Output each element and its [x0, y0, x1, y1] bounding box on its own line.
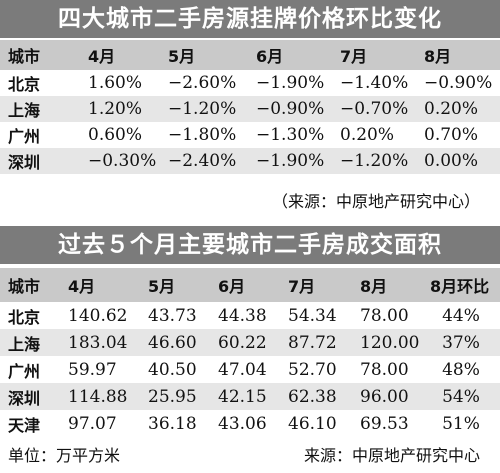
table-cell: 0.70% — [424, 125, 479, 145]
header-may: 5月 — [168, 47, 196, 66]
city-cell: 广州 — [8, 361, 41, 381]
table-cell: 54% — [442, 386, 480, 407]
table-cell: 0.20% — [340, 125, 395, 145]
header-aug: 8月 — [424, 47, 452, 66]
table-cell: 46.10 — [288, 413, 337, 434]
table-row: 北京 140.62 43.73 44.38 54.34 78.00 44% — [0, 302, 500, 329]
table-row: 上海 1.20% −1.20% −0.90% −0.70% 0.20% — [0, 96, 500, 122]
table-cell: 114.88 — [68, 386, 128, 407]
table-cell: −0.90% — [424, 73, 493, 93]
table-cell: −2.40% — [168, 151, 237, 171]
table-row: 广州 0.60% −1.80% −1.30% 0.20% 0.70% — [0, 122, 500, 148]
table-row: 深圳 114.88 25.95 42.15 62.38 96.00 54% — [0, 383, 500, 410]
table-cell: 1.20% — [88, 99, 143, 119]
table-cell: 140.62 — [68, 305, 128, 326]
table-cell: 25.95 — [148, 386, 197, 407]
table-cell: 54.34 — [288, 305, 337, 326]
table-cell: 120.00 — [360, 332, 420, 353]
city-cell: 天津 — [8, 415, 41, 435]
table2: 城市 4月 5月 6月 7月 8月 8月环比 北京 140.62 43.73 4… — [0, 268, 500, 437]
table-cell: 78.00 — [360, 305, 409, 326]
table-cell: 52.70 — [288, 359, 337, 380]
table-cell: −0.90% — [256, 99, 325, 119]
table-cell: 62.38 — [288, 386, 337, 407]
table-cell: −1.90% — [256, 73, 325, 93]
table-cell: 87.72 — [288, 332, 337, 353]
table-cell: −1.80% — [168, 125, 237, 145]
table-cell: 46.60 — [148, 332, 197, 353]
table-cell: 44.38 — [218, 305, 267, 326]
table-cell: 183.04 — [68, 332, 128, 353]
table1-header-row: 城市 4月 5月 6月 7月 8月 — [0, 40, 500, 70]
header-jul: 7月 — [340, 47, 368, 66]
city-cell: 深圳 — [8, 153, 41, 172]
table-cell: 96.00 — [360, 386, 409, 407]
table-cell: 37% — [442, 332, 480, 353]
table-cell: 43.06 — [218, 413, 267, 434]
table-cell: 44% — [442, 305, 480, 326]
header-may: 5月 — [148, 277, 176, 296]
table-cell: 43.73 — [148, 305, 197, 326]
header-jun: 6月 — [256, 47, 284, 66]
city-cell: 北京 — [8, 75, 41, 94]
table-cell: 36.18 — [148, 413, 197, 434]
table-cell: 1.60% — [88, 73, 143, 93]
header-jun: 6月 — [218, 277, 246, 296]
table-cell: −1.20% — [168, 99, 237, 119]
table-row: 北京 1.60% −2.60% −1.90% −1.40% −0.90% — [0, 70, 500, 96]
city-cell: 上海 — [8, 101, 41, 120]
table1-source: （来源：中原地产研究中心） — [271, 192, 480, 211]
city-cell: 广州 — [8, 127, 41, 146]
table-cell: −0.30% — [88, 151, 157, 171]
table-cell: −1.20% — [340, 151, 409, 171]
header-city: 城市 — [8, 47, 41, 66]
table-row: 天津 97.07 36.18 43.06 46.10 69.53 51% — [0, 410, 500, 437]
table-row: 上海 183.04 46.60 60.22 87.72 120.00 37% — [0, 329, 500, 356]
header-apr: 4月 — [68, 277, 96, 296]
table-cell: 59.97 — [68, 359, 117, 380]
table-cell: 69.53 — [360, 413, 409, 434]
table-row: 广州 59.97 40.50 47.04 52.70 78.00 48% — [0, 356, 500, 383]
table-cell: 47.04 — [218, 359, 267, 380]
table-cell: 51% — [442, 413, 480, 434]
table-cell: 0.20% — [424, 99, 479, 119]
table2-source: 来源：中原地产研究中心 — [303, 446, 480, 465]
header-aug: 8月 — [360, 277, 388, 296]
header-apr: 4月 — [88, 47, 116, 66]
table2-unit: 单位：万平方米 — [8, 446, 121, 465]
table1: 城市 4月 5月 6月 7月 8月 北京 1.60% −2.60% −1.90%… — [0, 40, 500, 174]
table-row: 深圳 −0.30% −2.40% −1.90% −1.20% 0.00% — [0, 148, 500, 174]
table-cell: 60.22 — [218, 332, 267, 353]
table-cell: 97.07 — [68, 413, 117, 434]
table-cell: 42.15 — [218, 386, 267, 407]
city-cell: 深圳 — [8, 388, 41, 408]
table-cell: 40.50 — [148, 359, 197, 380]
header-jul: 7月 — [288, 277, 316, 296]
city-cell: 北京 — [8, 307, 41, 327]
table-cell: −1.40% — [340, 73, 409, 93]
header-city: 城市 — [8, 277, 41, 296]
table-cell: −2.60% — [168, 73, 237, 93]
header-aug-mom: 8月环比 — [430, 277, 490, 296]
table1-title: 四大城市二手房源挂牌价格环比变化 — [0, 0, 500, 38]
table-cell: 78.00 — [360, 359, 409, 380]
table-cell: −1.90% — [256, 151, 325, 171]
table-cell: 0.00% — [424, 151, 479, 171]
table-cell: 0.60% — [88, 125, 143, 145]
table2-title: 过去５个月主要城市二手房成交面积 — [0, 226, 500, 264]
table2-header-row: 城市 4月 5月 6月 7月 8月 8月环比 — [0, 268, 500, 302]
city-cell: 上海 — [8, 334, 41, 354]
table-cell: 48% — [442, 359, 480, 380]
table-cell: −1.30% — [256, 125, 325, 145]
table-cell: −0.70% — [340, 99, 409, 119]
